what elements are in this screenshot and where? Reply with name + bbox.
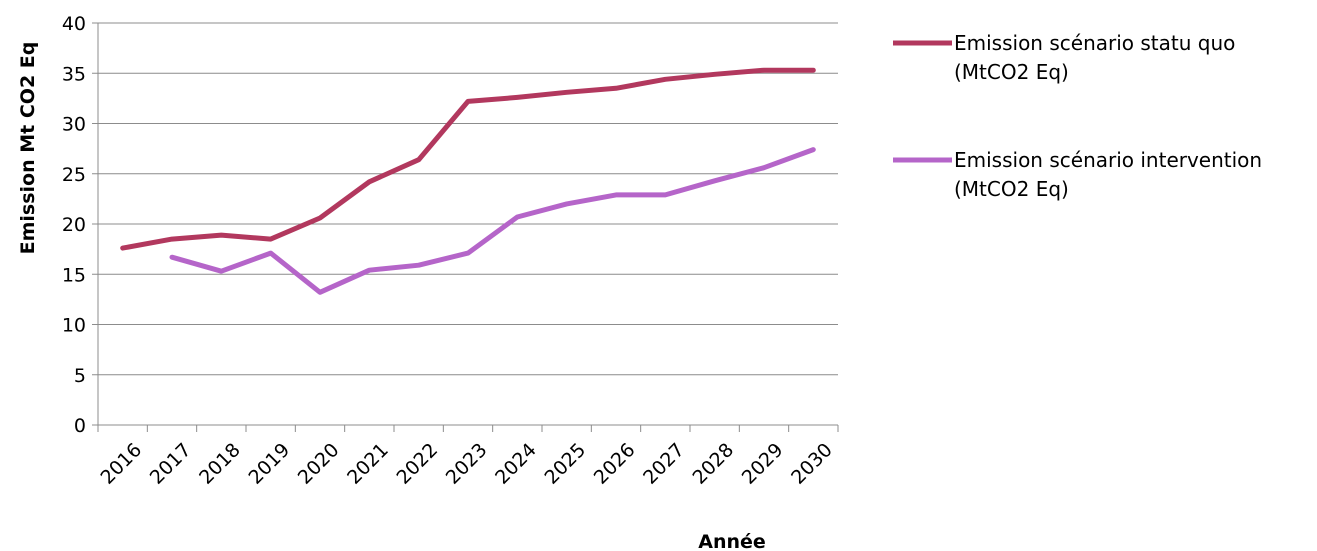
x-tick-label: 2022 xyxy=(392,439,442,489)
x-tick-label: 2025 xyxy=(540,439,590,489)
x-tick-label: 2024 xyxy=(491,439,541,489)
y-tick-label: 5 xyxy=(74,365,86,387)
y-tick-label: 25 xyxy=(62,164,86,186)
x-tick-label: 2026 xyxy=(590,439,640,489)
x-tick-label: 2030 xyxy=(787,439,837,489)
x-tick-label: 2016 xyxy=(96,439,146,489)
y-axis-ticks: 0 5 10 15 20 25 30 35 40 xyxy=(62,13,98,437)
y-axis-title: Emission Mt CO2 Eq xyxy=(17,42,39,255)
gridlines xyxy=(98,22,838,376)
legend-label: Emission scénario statu quo xyxy=(954,31,1235,55)
y-tick-label: 30 xyxy=(62,114,86,136)
y-tick-label: 15 xyxy=(62,264,86,286)
legend: Emission scénario statu quo(MtCO2 Eq)Emi… xyxy=(893,31,1262,201)
series-lines xyxy=(120,67,816,295)
legend-item-2: Emission scénario intervention (MtCO2 Eq) xyxy=(893,148,1262,201)
legend-label: Emission scénario intervention xyxy=(954,148,1262,172)
y-tick-label: 10 xyxy=(62,315,86,337)
series-line-1 xyxy=(120,67,816,251)
x-tick-label: 2029 xyxy=(738,439,788,489)
x-tick-label: 2023 xyxy=(442,439,492,489)
legend-label: (MtCO2 Eq) xyxy=(954,177,1069,201)
y-tick-label: 40 xyxy=(62,13,86,35)
x-axis-title: Année xyxy=(698,531,766,551)
x-tick-label: 2027 xyxy=(639,439,689,489)
x-tick-label: 2018 xyxy=(195,439,245,489)
y-tick-label: 20 xyxy=(62,214,86,236)
legend-label: (MtCO2 Eq) xyxy=(954,60,1069,84)
x-tick-label: 2021 xyxy=(343,439,393,489)
x-tick-label: 2020 xyxy=(294,439,344,489)
x-axis-ticks: 2016 2017 2018 2019 2020 2021 2022 2023 2024 2025… xyxy=(96,425,839,489)
series-line-2 xyxy=(169,147,816,295)
y-tick-label: 35 xyxy=(62,63,86,85)
x-tick-label: 2019 xyxy=(244,439,294,489)
axes xyxy=(97,23,838,426)
x-tick-label: 2028 xyxy=(688,439,738,489)
x-tick-label: 2017 xyxy=(146,439,196,489)
legend-item-1: Emission scénario statu quo (MtCO2 Eq) xyxy=(893,31,1235,84)
y-tick-label: 0 xyxy=(74,415,86,437)
